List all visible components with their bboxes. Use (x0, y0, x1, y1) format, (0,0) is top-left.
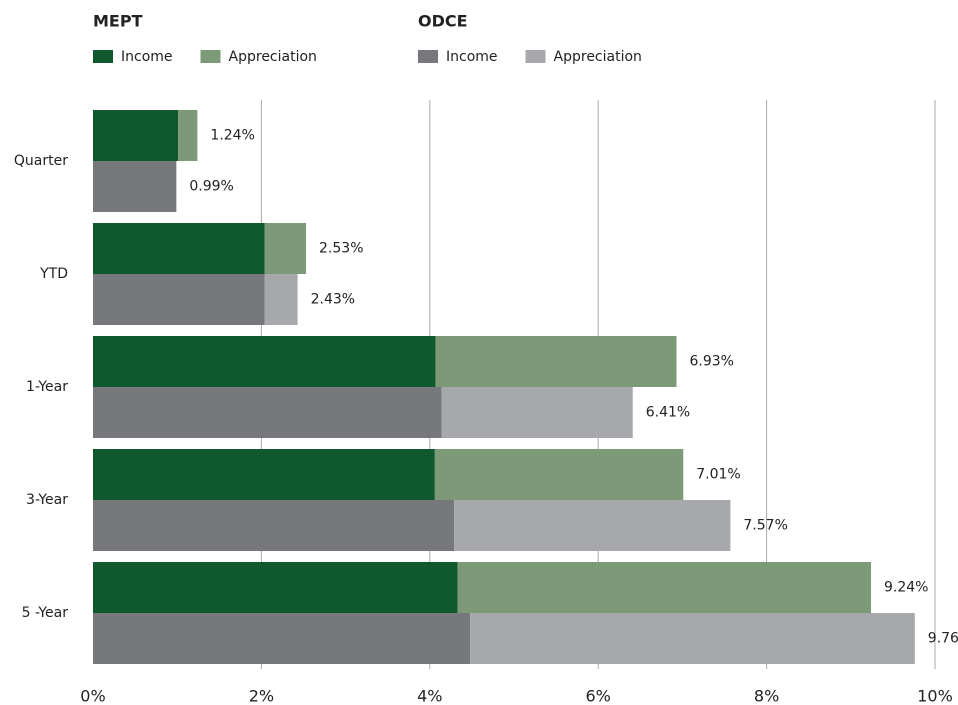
bar-segment (93, 387, 442, 438)
total-label: 9.76% (928, 631, 958, 647)
total-label: 7.01% (696, 467, 740, 483)
y-tick-label: 5 -Year (22, 605, 69, 621)
x-tick-label: 4% (417, 687, 442, 705)
total-label: 2.43% (311, 292, 355, 308)
x-tick-label: 0% (80, 687, 105, 705)
bar-segment (93, 336, 436, 387)
legend-label: Income (121, 49, 173, 65)
legend-swatch (93, 50, 113, 63)
total-label: 6.41% (646, 405, 690, 421)
bar-segment (93, 449, 435, 500)
total-label: 0.99% (189, 179, 233, 195)
x-tick-label: 2% (249, 687, 274, 705)
bar-segment (264, 274, 298, 325)
bar-segment (457, 562, 872, 613)
x-tick-label: 6% (586, 687, 611, 705)
bar-segment (93, 274, 265, 325)
legend-group-title: MEPT (93, 12, 143, 31)
y-tick-label: 3-Year (26, 492, 68, 508)
legend-swatch (418, 50, 438, 63)
total-label: 9.24% (884, 580, 928, 596)
x-tick-label: 8% (754, 687, 779, 705)
y-tick-label: 1-Year (26, 379, 68, 395)
bar-segment (93, 613, 471, 664)
bar-segment (264, 223, 307, 274)
legend-label: Appreciation (229, 49, 317, 65)
bar-segment (93, 562, 458, 613)
bar-segment (93, 223, 265, 274)
bar-segment (435, 336, 677, 387)
bar-segment (434, 449, 684, 500)
bar-segment (441, 387, 633, 438)
legend-label: Income (446, 49, 498, 65)
total-label: 1.24% (210, 128, 254, 144)
total-label: 7.57% (743, 518, 787, 534)
bar-segment (93, 500, 455, 551)
bar-segment (178, 110, 198, 161)
x-tick-label: 10% (917, 687, 953, 705)
y-tick-label: YTD (39, 266, 68, 282)
bar-segment (93, 161, 177, 212)
bar-segment (470, 613, 915, 664)
legend-group-title: ODCE (418, 12, 468, 31)
total-label: 6.93% (690, 354, 734, 370)
bar-segment (454, 500, 731, 551)
legend-swatch (200, 50, 221, 63)
legend-label: Appreciation (554, 49, 642, 65)
bar-segment (93, 110, 179, 161)
legend-swatch (525, 50, 546, 63)
y-tick-label: Quarter (14, 153, 68, 169)
total-label: 2.53% (319, 241, 363, 257)
